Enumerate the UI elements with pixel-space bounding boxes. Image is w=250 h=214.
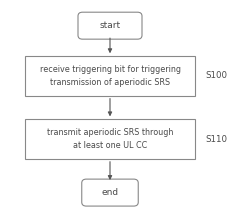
FancyBboxPatch shape [82,179,138,206]
Text: S110: S110 [205,135,227,144]
Text: start: start [100,21,120,30]
Text: end: end [102,188,118,197]
Text: S100: S100 [205,71,227,80]
Text: transmit aperiodic SRS through
at least one UL CC: transmit aperiodic SRS through at least … [47,128,173,150]
FancyBboxPatch shape [25,119,195,159]
FancyBboxPatch shape [78,12,142,39]
FancyBboxPatch shape [25,56,195,96]
Text: receive triggering bit for triggering
transmission of aperiodic SRS: receive triggering bit for triggering tr… [40,65,180,87]
